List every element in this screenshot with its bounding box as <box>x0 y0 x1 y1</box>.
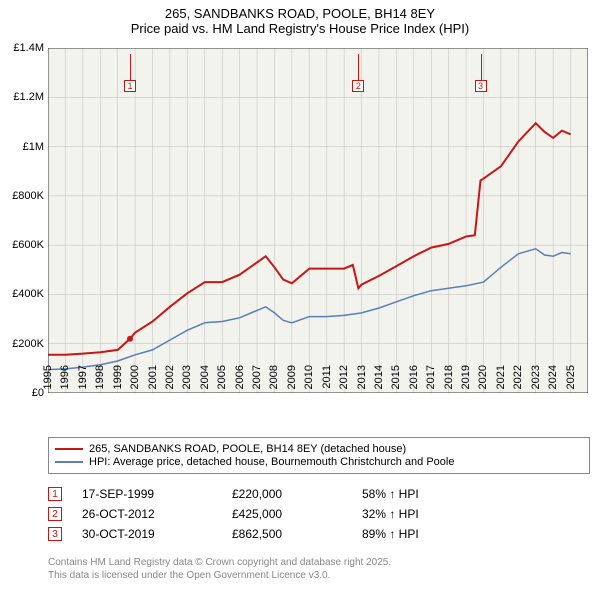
transaction-date: 30-OCT-2019 <box>82 527 232 541</box>
x-tick-label: 2025 <box>565 365 577 401</box>
y-tick-label: £1.2M <box>0 91 44 103</box>
transactions-table: 1 17-SEP-1999£220,00058% ↑ HPI 2 26-OCT-201… <box>48 484 590 544</box>
transaction-number-box: 3 <box>48 527 62 541</box>
x-tick-label: 2005 <box>216 365 228 401</box>
y-tick-label: £800K <box>0 190 44 202</box>
y-tick-label: £0 <box>0 387 44 399</box>
x-tick-label: 2014 <box>373 365 385 401</box>
chart-svg <box>48 48 588 393</box>
x-tick-label: 1997 <box>77 365 89 401</box>
legend-row: 265, SANDBANKS ROAD, POOLE, BH14 8EY (de… <box>55 443 583 455</box>
transaction-price: £862,500 <box>232 527 362 541</box>
legend-label: HPI: Average price, detached house, Bour… <box>89 456 454 468</box>
y-tick-label: £400K <box>0 288 44 300</box>
x-tick-label: 2008 <box>268 365 280 401</box>
x-tick-label: 2019 <box>460 365 472 401</box>
x-tick-label: 2018 <box>443 365 455 401</box>
transaction-price: £425,000 <box>232 507 362 521</box>
transaction-price: £220,000 <box>232 487 362 501</box>
x-tick-label: 2004 <box>199 365 211 401</box>
x-tick-label: 1996 <box>59 365 71 401</box>
legend-swatch <box>55 461 83 463</box>
transaction-marker-box: 2 <box>352 80 364 92</box>
transaction-pct: 32% ↑ HPI <box>362 507 482 521</box>
transaction-row: 2 26-OCT-2012£425,00032% ↑ HPI <box>48 504 590 524</box>
chart-plot-area: 1 2 3 <box>48 48 588 393</box>
x-tick-label: 2013 <box>356 365 368 401</box>
x-tick-label: 1998 <box>94 365 106 401</box>
x-tick-label: 2015 <box>390 365 402 401</box>
transaction-date: 17-SEP-1999 <box>82 487 232 501</box>
transaction-marker-line <box>358 54 359 80</box>
transaction-row: 3 30-OCT-2019£862,50089% ↑ HPI <box>48 524 590 544</box>
y-tick-label: £1.4M <box>0 42 44 54</box>
legend-swatch <box>55 448 83 450</box>
y-tick-label: £600K <box>0 239 44 251</box>
transaction-date: 26-OCT-2012 <box>82 507 232 521</box>
attribution-text: Contains HM Land Registry data © Crown c… <box>48 556 590 582</box>
x-tick-label: 2001 <box>147 365 159 401</box>
x-tick-label: 2017 <box>425 365 437 401</box>
x-tick-label: 2024 <box>547 365 559 401</box>
transaction-marker-box: 3 <box>475 80 487 92</box>
x-tick-label: 2021 <box>495 365 507 401</box>
title-main: 265, SANDBANKS ROAD, POOLE, BH14 8EY <box>0 6 600 21</box>
x-tick-label: 2002 <box>164 365 176 401</box>
title-sub: Price paid vs. HM Land Registry's House … <box>0 21 600 36</box>
legend-label: 265, SANDBANKS ROAD, POOLE, BH14 8EY (de… <box>89 443 406 455</box>
transaction-number-box: 1 <box>48 487 62 501</box>
legend-box: 265, SANDBANKS ROAD, POOLE, BH14 8EY (de… <box>48 437 590 474</box>
transaction-marker-line <box>130 54 131 80</box>
legend-row: HPI: Average price, detached house, Bour… <box>55 456 583 468</box>
x-tick-label: 2012 <box>338 365 350 401</box>
x-axis-labels: 1995199619971998199920002001200220032004… <box>48 397 588 437</box>
transaction-marker-line <box>481 54 482 80</box>
x-tick-label: 1999 <box>112 365 124 401</box>
x-tick-label: 2009 <box>286 365 298 401</box>
x-tick-label: 2007 <box>251 365 263 401</box>
attribution-line1: Contains HM Land Registry data © Crown c… <box>48 556 590 569</box>
x-tick-label: 2023 <box>530 365 542 401</box>
x-tick-label: 2020 <box>477 365 489 401</box>
chart-container: 265, SANDBANKS ROAD, POOLE, BH14 8EY Pri… <box>0 0 600 590</box>
x-tick-label: 2000 <box>129 365 141 401</box>
transaction-pct: 89% ↑ HPI <box>362 527 482 541</box>
x-tick-label: 2006 <box>234 365 246 401</box>
transaction-pct: 58% ↑ HPI <box>362 487 482 501</box>
attribution-line2: This data is licensed under the Open Gov… <box>48 569 590 582</box>
transaction-marker-box: 1 <box>124 80 136 92</box>
y-tick-label: £200K <box>0 338 44 350</box>
y-tick-label: £1M <box>0 141 44 153</box>
x-tick-label: 2010 <box>303 365 315 401</box>
x-tick-label: 2016 <box>408 365 420 401</box>
title-block: 265, SANDBANKS ROAD, POOLE, BH14 8EY Pri… <box>0 0 600 38</box>
x-tick-label: 2011 <box>321 365 333 401</box>
x-tick-label: 2003 <box>181 365 193 401</box>
transaction-number-box: 2 <box>48 507 62 521</box>
x-tick-label: 1995 <box>42 365 54 401</box>
transaction-row: 1 17-SEP-1999£220,00058% ↑ HPI <box>48 484 590 504</box>
x-tick-label: 2022 <box>512 365 524 401</box>
